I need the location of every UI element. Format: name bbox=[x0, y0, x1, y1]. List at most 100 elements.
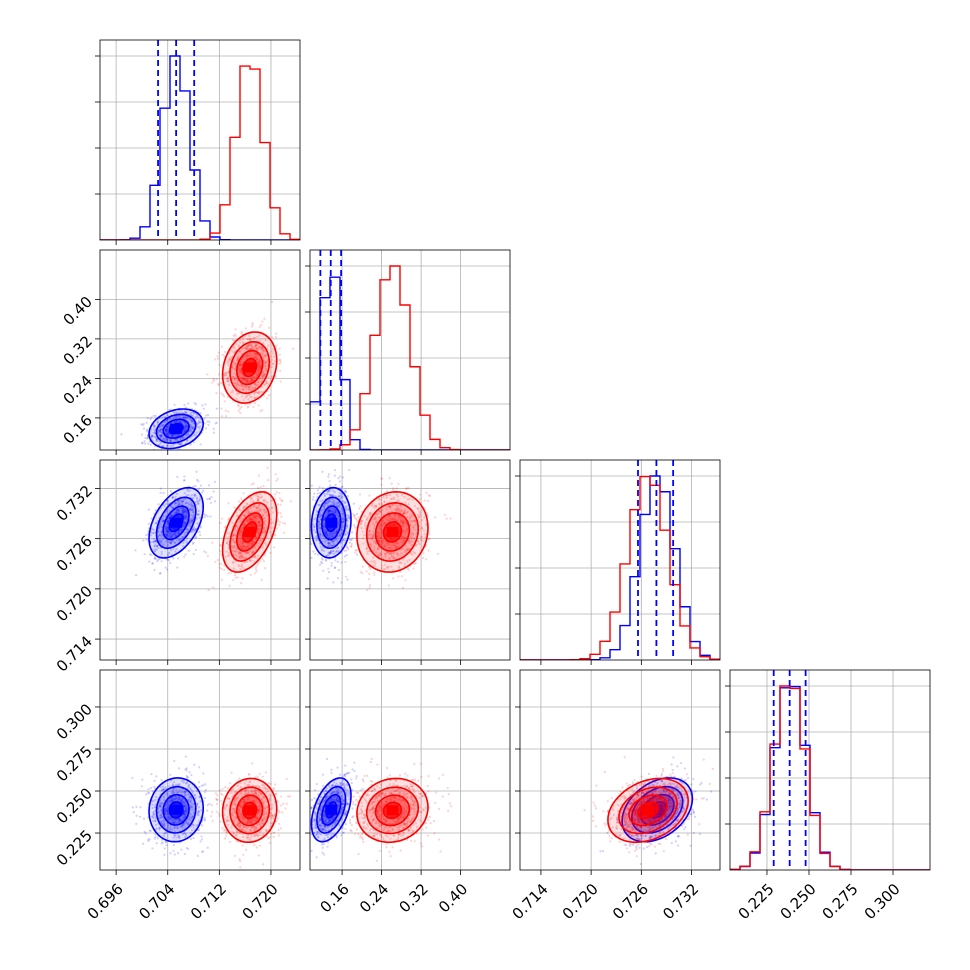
scatter-point bbox=[386, 494, 389, 497]
scatter-point bbox=[324, 516, 327, 519]
scatter-point bbox=[178, 433, 181, 436]
scatter-point bbox=[183, 479, 186, 482]
scatter-point bbox=[166, 554, 170, 557]
scatter-point bbox=[334, 511, 337, 514]
scatter-point bbox=[233, 372, 236, 375]
scatter-point bbox=[163, 439, 166, 442]
scatter-point bbox=[201, 404, 204, 407]
scatter-point bbox=[216, 355, 219, 358]
scatter-point bbox=[223, 568, 226, 571]
scatter-point bbox=[189, 508, 192, 511]
scatter-point bbox=[194, 528, 197, 531]
scatter-point bbox=[240, 529, 243, 533]
scatter-point bbox=[255, 493, 259, 496]
scatter-point bbox=[237, 409, 240, 413]
scatter-point bbox=[255, 343, 258, 347]
panel-1-1 bbox=[305, 249, 511, 455]
scatter-point bbox=[220, 553, 223, 556]
scatter-point bbox=[186, 439, 189, 442]
scatter-point bbox=[419, 497, 422, 500]
scatter-point bbox=[166, 530, 169, 533]
scatter-point bbox=[220, 544, 223, 547]
scatter-point bbox=[165, 413, 169, 417]
scatter-point bbox=[332, 553, 335, 556]
scatter-point bbox=[184, 430, 187, 433]
scatter-point bbox=[175, 510, 178, 514]
scatter-point bbox=[382, 496, 385, 499]
scatter-point bbox=[244, 545, 247, 548]
scatter-point bbox=[240, 368, 243, 371]
scatter-point bbox=[149, 534, 153, 537]
scatter-point bbox=[332, 494, 335, 497]
scatter-point bbox=[327, 511, 330, 514]
scatter-point bbox=[246, 560, 249, 563]
panel-frame bbox=[99, 249, 301, 451]
scatter-point bbox=[402, 529, 405, 532]
scatter-point bbox=[181, 502, 184, 506]
scatter-point bbox=[204, 783, 207, 786]
scatter-point bbox=[241, 548, 245, 551]
scatter-point bbox=[344, 575, 348, 578]
scatter-point bbox=[265, 380, 268, 383]
scatter-point bbox=[267, 507, 271, 510]
scatter-point bbox=[327, 512, 330, 515]
scatter-point bbox=[315, 513, 318, 517]
scatter-point bbox=[261, 514, 265, 517]
scatter-point bbox=[260, 352, 263, 355]
scatter-point bbox=[167, 529, 170, 533]
scatter-point bbox=[262, 526, 266, 530]
scatter-point bbox=[193, 401, 196, 405]
scatter-point bbox=[151, 527, 154, 531]
scatter-point bbox=[217, 558, 220, 562]
scatter-point bbox=[321, 509, 324, 512]
scatter-point bbox=[179, 442, 183, 445]
scatter-point bbox=[226, 361, 229, 364]
scatter-point bbox=[270, 375, 273, 379]
scatter-point bbox=[239, 555, 242, 558]
scatter-point bbox=[333, 566, 336, 569]
scatter-point bbox=[253, 393, 256, 396]
scatter-point bbox=[340, 531, 343, 534]
scatter-point bbox=[226, 376, 230, 379]
scatter-point bbox=[224, 374, 227, 378]
scatter-point bbox=[263, 554, 266, 557]
scatter-point bbox=[346, 519, 349, 522]
scatter-point bbox=[248, 541, 251, 545]
scatter-point bbox=[153, 425, 156, 429]
scatter-point bbox=[232, 561, 235, 564]
scatter-point bbox=[208, 420, 211, 423]
scatter-point bbox=[183, 491, 186, 495]
scatter-point bbox=[418, 542, 421, 545]
scatter-point bbox=[336, 521, 340, 524]
scatter-point bbox=[312, 550, 315, 553]
scatter-point bbox=[183, 436, 186, 439]
scatter-point bbox=[165, 429, 168, 433]
scatter-point bbox=[167, 520, 170, 523]
scatter-blue bbox=[134, 470, 217, 577]
scatter-point bbox=[158, 572, 162, 575]
scatter-point bbox=[240, 369, 243, 372]
scatter-point bbox=[134, 573, 138, 577]
scatter-point bbox=[155, 439, 158, 442]
y-tick-label: 0.720 bbox=[53, 582, 96, 625]
scatter-point bbox=[257, 347, 260, 350]
scatter-point bbox=[332, 581, 335, 584]
scatter-point bbox=[343, 549, 346, 552]
scatter-point bbox=[169, 541, 173, 544]
scatter-point bbox=[260, 345, 263, 349]
scatter-point bbox=[212, 431, 216, 434]
scatter-point bbox=[238, 363, 241, 367]
scatter-point bbox=[177, 557, 180, 560]
scatter-point bbox=[151, 562, 154, 565]
scatter-point bbox=[249, 386, 252, 389]
scatter-point bbox=[181, 431, 185, 434]
scatter-point bbox=[328, 508, 331, 511]
scatter-point bbox=[312, 523, 315, 526]
scatter-point bbox=[332, 499, 336, 503]
scatter-point bbox=[183, 517, 186, 520]
scatter-point bbox=[231, 535, 234, 538]
scatter-point bbox=[250, 542, 254, 545]
scatter-point bbox=[167, 434, 170, 437]
scatter-point bbox=[356, 519, 359, 522]
scatter-point bbox=[211, 541, 214, 544]
